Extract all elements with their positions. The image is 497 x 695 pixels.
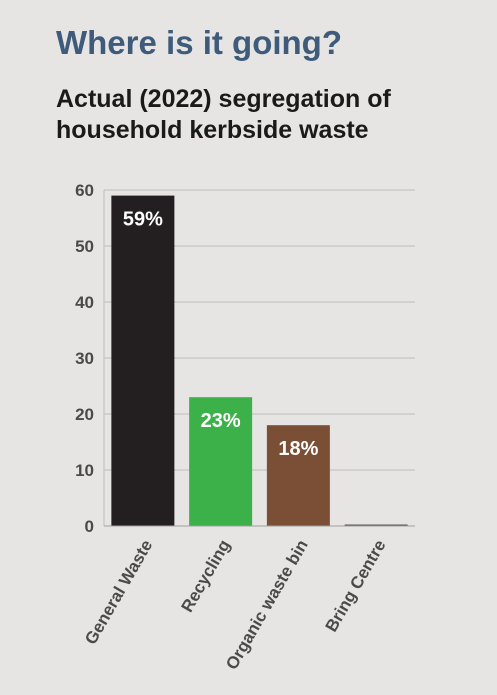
chart-title: Where is it going? xyxy=(56,24,342,61)
data-label: 59% xyxy=(123,209,163,231)
chart-subtitle: Actual (2022) segregation of household k… xyxy=(56,85,391,144)
bar xyxy=(266,425,330,526)
bar xyxy=(189,397,253,526)
x-category-label: Bring Centre xyxy=(322,537,390,636)
y-tick-label: 60 xyxy=(75,181,94,200)
y-tick-label: 10 xyxy=(75,461,94,480)
y-tick-label: 30 xyxy=(75,349,94,368)
x-category-label: Recycling xyxy=(177,537,234,616)
data-label: 23% xyxy=(201,410,241,432)
data-label: 18% xyxy=(278,438,318,460)
bar xyxy=(344,524,408,526)
x-category-label: General Waste xyxy=(81,537,156,648)
y-tick-label: 0 xyxy=(85,517,94,536)
y-tick-label: 40 xyxy=(75,293,94,312)
y-tick-label: 20 xyxy=(75,405,94,424)
y-tick-label: 50 xyxy=(75,237,94,256)
bar xyxy=(111,195,175,526)
x-category-label: Organic waste bin xyxy=(222,537,312,673)
